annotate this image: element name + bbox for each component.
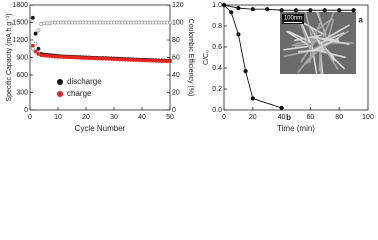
data-point [337,8,342,13]
inset-texture [304,12,313,40]
x-tick-label: 40 [278,114,286,121]
y-tick-label: 600 [16,72,28,79]
y2-tick-label: 120 [172,2,184,9]
inset-label-bg [282,14,304,24]
data-point [243,69,248,74]
x-tick-label: 50 [166,114,174,121]
x-axis-label: Time (min) [277,124,315,133]
series-label: b [286,113,291,122]
inset-texture [313,37,339,52]
y-tick-label: 900 [16,54,28,61]
data-point [33,41,38,46]
data-point [33,31,38,36]
data-point [250,96,255,101]
inset-texture [283,45,312,51]
data-point [308,8,313,13]
data-point [221,2,227,8]
inset-texture [317,12,327,38]
y2-tick-label: 80 [172,37,180,44]
y-tick-label: 0.0 [212,107,222,114]
inset-texture [325,18,335,47]
y-tick-label: 0.6 [212,44,222,51]
data-point [30,46,35,51]
y-tick-label: 1500 [12,19,28,26]
x-tick-label: 60 [307,114,315,121]
figure: 0 10 20 30 40 5003006009001200150018000204060… [6,2,374,133]
y2-tick-label: 60 [172,54,180,61]
data-point [36,46,41,51]
x-tick-label: 30 [110,114,118,121]
inset-texture [319,50,322,74]
inset-texture [318,49,346,59]
series-label: a [358,15,363,24]
data-point [279,105,284,110]
x-tick-label: 80 [335,114,343,121]
y2-tick-label: 0 [172,107,176,114]
data-point [265,7,270,12]
y-tick-label: 1200 [12,37,28,44]
y2-tick-label: 100 [172,19,184,26]
data-point [322,8,327,13]
inset-texture [324,24,350,40]
data-point [250,7,255,12]
data-point [279,8,284,13]
legend-label: charge [67,89,92,98]
inset-texture [309,17,333,36]
inset-texture [299,23,312,50]
inset-texture [297,50,316,74]
legend-marker [57,79,63,85]
inset-texture [294,34,322,42]
series-line [223,4,354,11]
plot-frame [223,4,369,111]
data-point [236,6,241,11]
data-point [33,49,38,54]
y-tick-label: 1.0 [212,2,222,9]
inset-image: 100nm [280,12,356,74]
y-tick-label: 1800 [12,2,28,9]
inset-texture [322,45,339,70]
y-tick-label: 0.4 [212,65,222,72]
y2-tick-label: 20 [172,89,180,96]
x-tick-label: 20 [249,114,257,121]
inset-texture [300,20,326,36]
inset-texture [298,48,327,53]
inset-texture [318,32,345,45]
y-tick-label: 0 [24,107,28,114]
x-tick-label: 20 [82,114,90,121]
x-tick-label: 100 [362,114,374,121]
y2-tick-label: 40 [172,72,180,79]
y-tick-label: 0.8 [212,23,222,30]
y2-axis-label: Coulombic Efficiency (%) [187,19,194,97]
data-point [229,10,234,15]
data-point [293,8,299,13]
data-point [168,20,172,25]
data-point [236,32,241,37]
data-point [168,59,172,64]
data-point [30,15,35,20]
inset-label: 100nm [284,16,302,22]
inset-texture [287,30,314,45]
x-axis-label: Cycle Number [75,124,126,133]
data-point [351,8,356,13]
legend-label: discharge [67,77,102,86]
legend-marker [57,91,63,97]
y-axis-label: Specific Capacity (mA h g⁻¹) [6,13,13,101]
x-tick-label: 40 [138,114,146,121]
x-tick-label: 0 [28,114,32,121]
x-tick-label: 10 [54,114,62,121]
y-tick-label: 300 [16,89,28,96]
inset-texture [285,30,311,47]
x-tick-label: 0 [222,114,226,121]
data-point [36,28,41,33]
series-line [223,4,282,109]
y-axis-label: C/C₀ [203,50,210,65]
y-tick-label: 0.2 [212,86,222,93]
